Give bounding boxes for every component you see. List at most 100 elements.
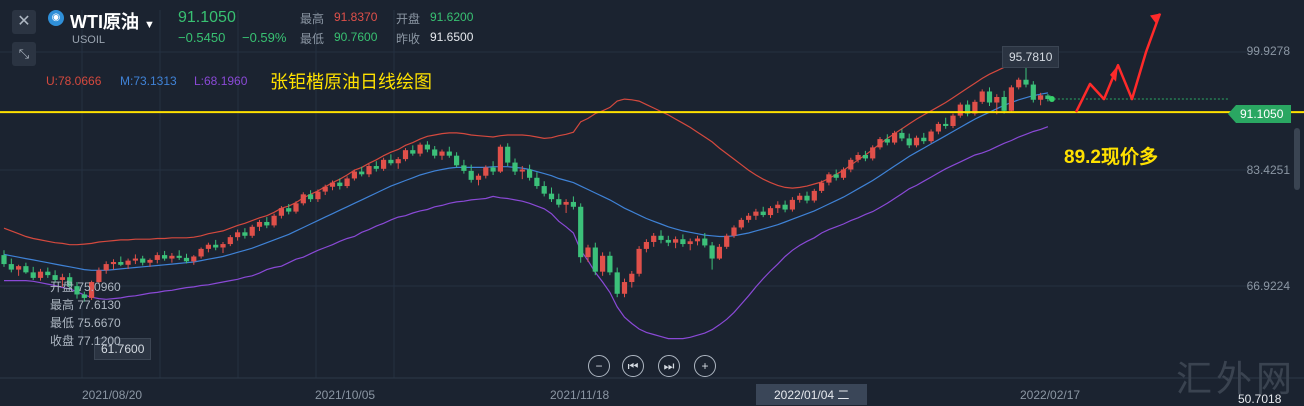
- symbol-logo-icon: ◉: [48, 10, 64, 26]
- candle-body: [183, 257, 190, 262]
- candle-body: [1030, 84, 1036, 100]
- candle-body: [220, 244, 226, 248]
- candle-body: [614, 272, 620, 294]
- candle-body: [293, 203, 299, 212]
- zoom-in-button[interactable]: +: [694, 355, 716, 377]
- candle-body: [351, 171, 357, 179]
- candle-body: [461, 165, 467, 171]
- candle-body: [899, 132, 905, 139]
- boll-line-m: [3, 92, 1049, 271]
- candle-body: [264, 221, 270, 226]
- candle-body: [337, 182, 343, 187]
- candle-body: [249, 226, 255, 236]
- candle-body: [103, 264, 109, 271]
- high-value: 91.8370: [334, 10, 378, 24]
- candle-body: [16, 266, 22, 270]
- x-tick-active: 2022/01/04 二: [756, 384, 868, 405]
- candle-body: [534, 177, 540, 187]
- candle-body: [607, 255, 613, 273]
- candle-body: [877, 139, 883, 148]
- candle-body: [585, 247, 591, 258]
- candle-body: [957, 104, 963, 116]
- candle-body: [132, 258, 138, 261]
- candle-body: [760, 211, 766, 216]
- x-tick: 2021/08/20: [82, 388, 143, 402]
- candle-body: [629, 273, 635, 283]
- candle-body: [819, 182, 825, 191]
- open-label: 开盘: [396, 12, 421, 26]
- candle-body: [366, 166, 372, 175]
- boll-lower-label: L:68.1960: [194, 74, 248, 88]
- annotation-title: 张钜楷原油日线绘图: [270, 72, 432, 92]
- candle-body: [402, 150, 409, 160]
- candle-body: [30, 272, 36, 278]
- y-tick: 83.4251: [1246, 163, 1290, 177]
- scroll-left-button[interactable]: ⏮: [622, 355, 644, 377]
- price-scrollbar[interactable]: [1294, 128, 1300, 190]
- candle-body: [906, 138, 912, 146]
- watermark: 汇外网: [1176, 359, 1297, 400]
- zoom-out-button[interactable]: −: [588, 355, 610, 377]
- candle-body: [45, 271, 51, 276]
- bollinger-bands: [3, 58, 1049, 340]
- candle-body: [527, 169, 533, 178]
- ohlc-close: 收盘 77.1200: [50, 334, 121, 348]
- candle-body: [373, 166, 379, 169]
- candle-body: [191, 256, 197, 262]
- last-price: 91.1050: [178, 9, 236, 26]
- candle-body: [979, 91, 985, 102]
- candle-body: [913, 137, 920, 146]
- forecast-arrow-head: [1110, 65, 1118, 82]
- low-value: 90.7600: [334, 30, 378, 44]
- candle-body: [804, 195, 810, 201]
- candle-body: [154, 255, 160, 260]
- candle-body: [395, 159, 401, 164]
- boll-line-l: [4, 126, 1049, 340]
- candle-body: [665, 239, 671, 243]
- candle-body: [986, 91, 993, 103]
- candle-body: [74, 286, 80, 295]
- ohlc-high: 最高 77.6130: [50, 298, 121, 312]
- candle-body: [767, 208, 774, 216]
- candle-body: [935, 123, 941, 132]
- candle-body: [1008, 87, 1014, 111]
- candle-body: [176, 255, 182, 258]
- candle-body: [994, 96, 1000, 103]
- candle-body: [862, 154, 868, 159]
- collapse-button[interactable]: ⤡: [12, 42, 36, 66]
- y-tick: 66.9224: [1246, 279, 1290, 293]
- candle-body: [840, 169, 847, 178]
- low-label: 最低: [300, 32, 325, 46]
- candle-body: [475, 175, 482, 180]
- drawing-overlay: [0, 13, 1304, 114]
- candle-body: [636, 248, 642, 274]
- candle-body: [592, 247, 598, 272]
- candle-body: [724, 235, 730, 247]
- candle-body: [118, 262, 124, 265]
- candle-body: [198, 248, 204, 257]
- candle-body: [125, 260, 131, 265]
- candle-body: [147, 259, 153, 263]
- candle-body: [315, 191, 321, 200]
- symbol-name[interactable]: WTI原油 ▼: [70, 12, 155, 32]
- candle-body: [1016, 79, 1022, 88]
- candle-body: [950, 115, 956, 126]
- candle-body: [1, 255, 7, 265]
- close-button[interactable]: ✕: [12, 10, 36, 34]
- candle-body: [621, 282, 628, 294]
- candle-body: [329, 182, 336, 187]
- chevron-down-icon[interactable]: ▼: [144, 19, 155, 31]
- candle-body: [140, 258, 146, 263]
- candle-body: [1023, 79, 1029, 85]
- candle-body: [432, 149, 438, 156]
- scroll-right-button[interactable]: ⏭: [658, 355, 680, 377]
- high-label: 最高: [300, 12, 325, 26]
- candle-body: [680, 239, 686, 245]
- candle-body: [410, 150, 416, 154]
- candle-body: [943, 123, 949, 126]
- candle-body: [417, 144, 423, 154]
- candle-body: [300, 194, 306, 204]
- candle-body: [1045, 95, 1051, 100]
- candle-body: [1038, 95, 1044, 100]
